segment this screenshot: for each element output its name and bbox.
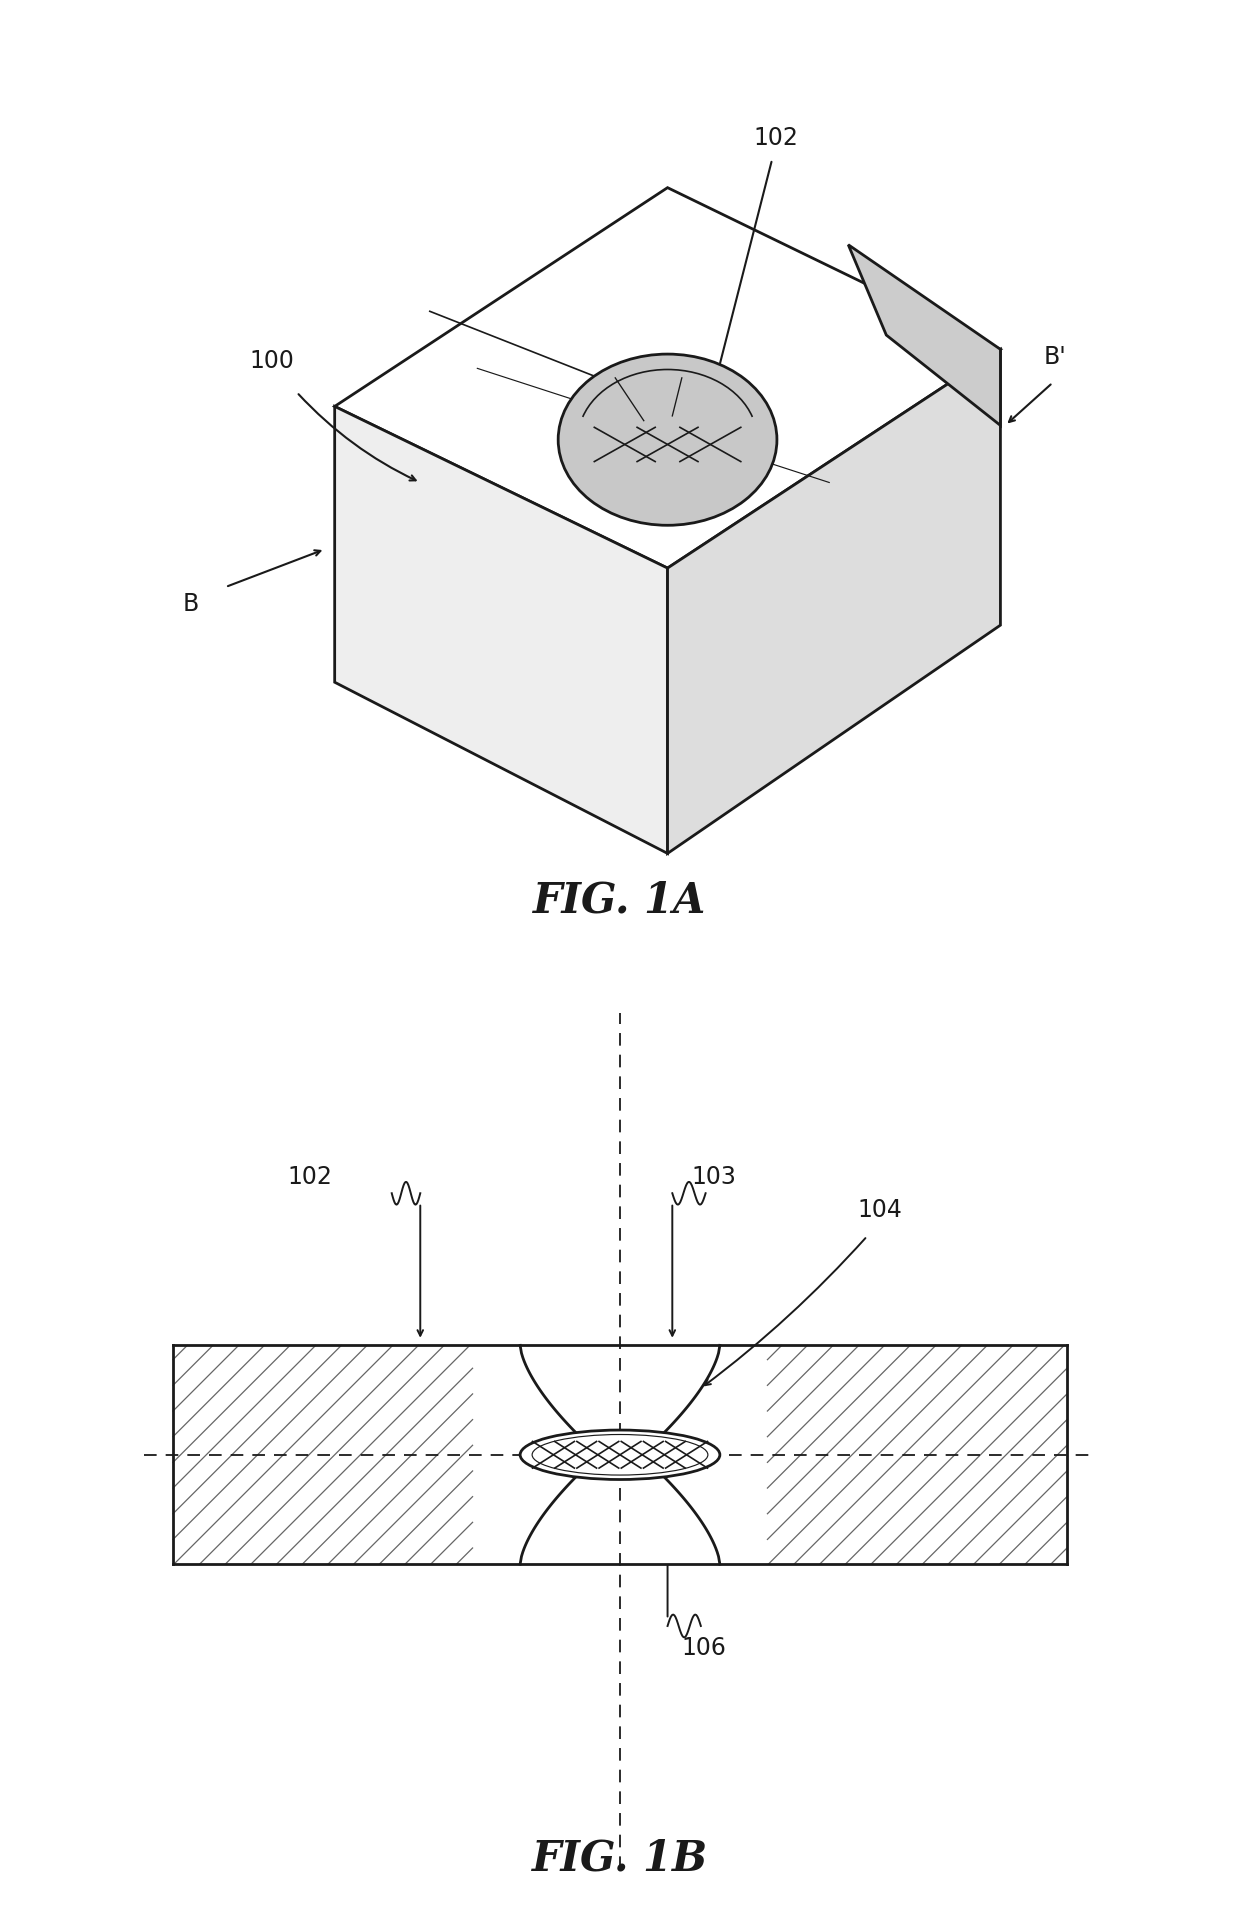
Polygon shape (848, 244, 1001, 425)
Text: 103: 103 (692, 1165, 737, 1188)
Text: 106: 106 (682, 1635, 727, 1660)
Text: B': B' (1043, 344, 1066, 369)
Ellipse shape (558, 354, 777, 525)
Polygon shape (520, 1456, 720, 1563)
Text: 102: 102 (753, 125, 799, 150)
Text: B: B (182, 592, 198, 615)
Text: 100: 100 (249, 350, 294, 373)
Text: 102: 102 (288, 1165, 332, 1188)
Text: FIG. 1A: FIG. 1A (533, 881, 707, 921)
Text: 104: 104 (858, 1198, 903, 1221)
Polygon shape (667, 350, 1001, 854)
Polygon shape (520, 1346, 720, 1456)
Text: FIG. 1B: FIG. 1B (532, 1838, 708, 1881)
Polygon shape (335, 188, 1001, 567)
Ellipse shape (520, 1431, 720, 1479)
Polygon shape (335, 406, 667, 854)
